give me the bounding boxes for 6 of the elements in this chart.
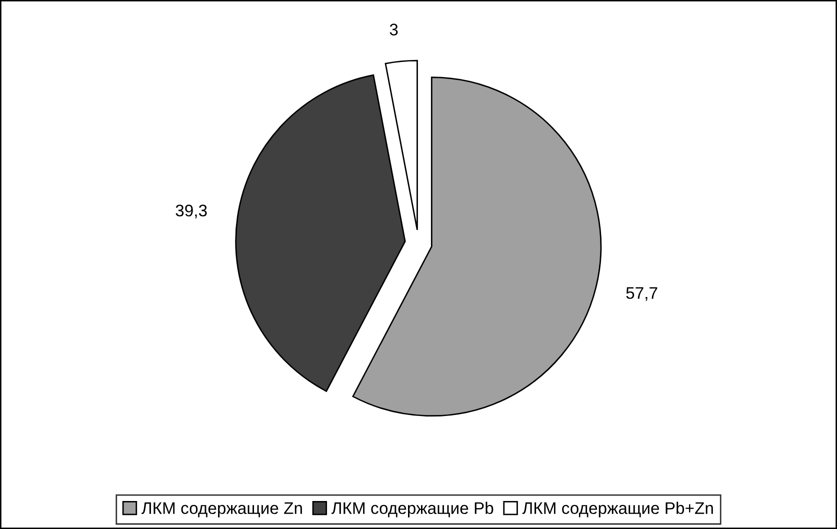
data-label: 39,3 [176,204,207,218]
legend-label: ЛКМ содержащие Zn [142,502,302,518]
data-label: 3 [390,24,398,36]
data-label: 57,7 [626,287,658,301]
legend-label: ЛКМ содержащие Pb [331,502,494,518]
legend-label: ЛКМ содержащие Pb+Zn [522,502,713,518]
